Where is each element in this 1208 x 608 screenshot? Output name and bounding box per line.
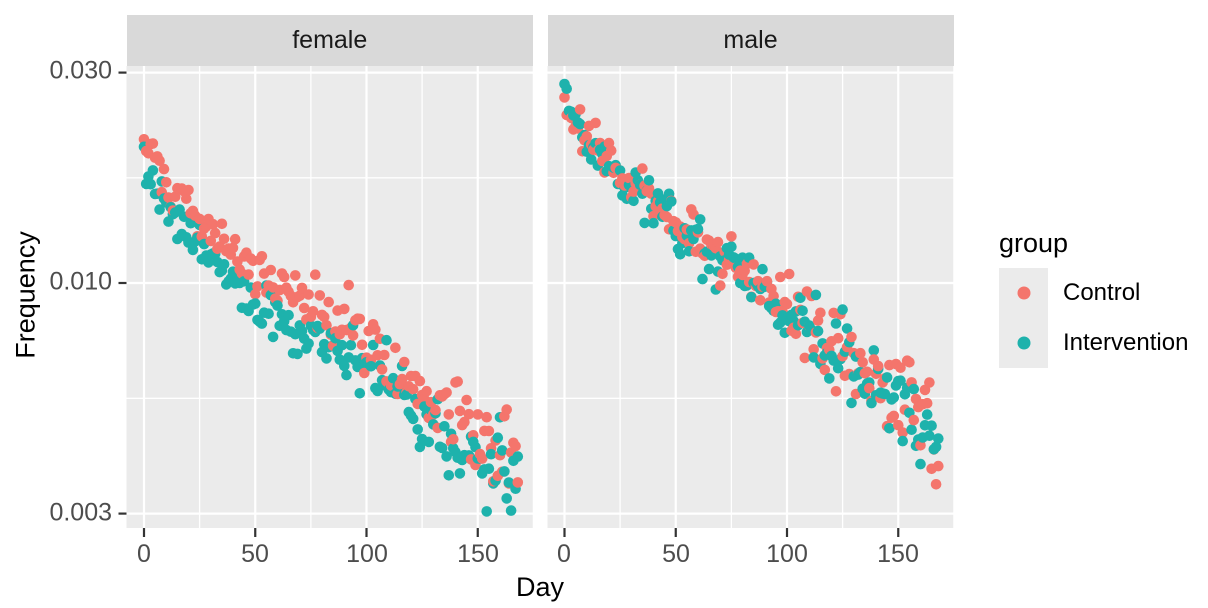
x-axis-title: Day	[515, 572, 565, 602]
legend-label-intervention: Intervention	[1063, 329, 1189, 356]
x-axis-tick-label: 100	[766, 540, 808, 568]
y-axis-tick-label: 0.030	[49, 56, 112, 85]
facet-label-male: male	[723, 26, 778, 54]
x-axis-tick-label: 150	[457, 540, 499, 568]
intervention-point-icon	[1017, 336, 1030, 350]
y-axis-title: Frequency	[10, 231, 41, 359]
x-axis-tick-label: 50	[241, 540, 269, 568]
facet-panel-male	[547, 66, 955, 528]
legend-title: group	[999, 228, 1069, 258]
legend-label-control: Control	[1063, 279, 1141, 306]
y-axis-ticks	[118, 71, 127, 515]
facet-label-female: female	[292, 26, 368, 54]
x-axis-tick-label: 150	[877, 540, 919, 568]
y-axis-tick-label: 0.003	[49, 498, 112, 527]
points-male	[559, 78, 944, 490]
x-axis-tick-label: 100	[346, 540, 388, 568]
facet-panel-female	[126, 66, 535, 528]
control-point-icon	[1017, 286, 1030, 300]
x-axis-ticks-female	[142, 528, 479, 537]
legend-key-control	[999, 268, 1048, 318]
facet-strip-female: female	[126, 15, 533, 66]
facet-strip-male: male	[547, 15, 954, 66]
y-axis-tick-label: 0.010	[49, 267, 112, 296]
x-axis-tick-label: 0	[137, 540, 151, 568]
legend-key-intervention	[999, 318, 1048, 368]
x-axis-tick-label: 50	[662, 540, 690, 568]
x-axis-ticks-male	[563, 528, 900, 537]
points-female	[138, 134, 524, 517]
x-axis-tick-label: 0	[557, 540, 571, 568]
